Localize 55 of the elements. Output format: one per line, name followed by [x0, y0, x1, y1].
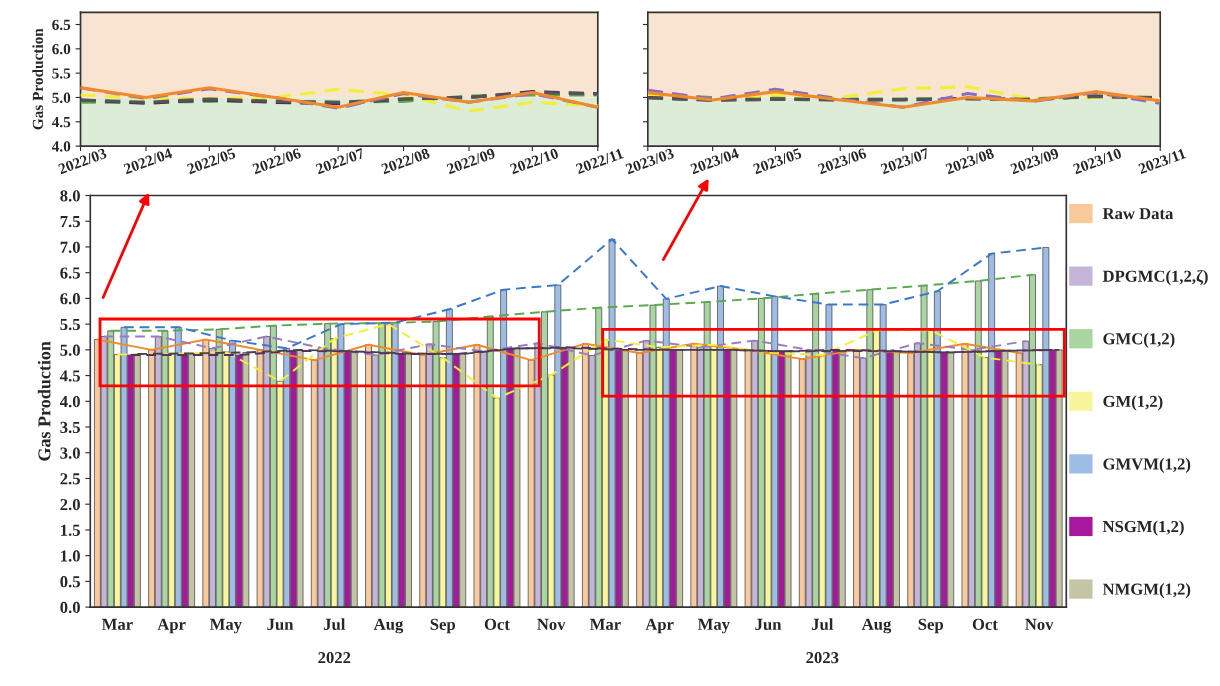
x-tick-label: Jul — [811, 618, 834, 630]
y-tick-label: 4.5 — [51, 117, 71, 128]
y-tick-label: 2.5 — [60, 473, 80, 485]
y-tick-label: 3.5 — [60, 421, 80, 434]
x-tick-label: Sep — [918, 618, 944, 634]
x-tick-label: May — [697, 618, 730, 634]
x-tick-label: 2022/08 — [380, 147, 431, 175]
x-tick-label: May — [209, 618, 242, 634]
y-tick-label: 1.0 — [61, 550, 80, 562]
y-tick-label: 0.0 — [60, 601, 80, 614]
legend-label: DPGMC(1,2,ζ) — [1102, 269, 1208, 286]
y-tick-label: 5.5 — [60, 319, 80, 331]
y-tick-label: 5.0 — [52, 92, 71, 103]
legend-label: Raw Data — [1102, 208, 1174, 220]
y-tick-label: 3.0 — [60, 447, 80, 459]
y-tick-label: 7.5 — [60, 216, 80, 228]
y-axis-title: Gas Production — [37, 341, 51, 461]
x-tick-label: Apr — [645, 618, 674, 634]
text: 2023 — [806, 652, 839, 664]
y-tick-label: 6.5 — [60, 267, 80, 279]
y-tick-label: 6.0 — [52, 43, 71, 55]
y-tick-label: 8.0 — [60, 190, 80, 202]
x-tick-label: Jun — [267, 618, 294, 630]
x-tick-label: Oct — [484, 618, 510, 630]
y-tick-label: 4.5 — [59, 370, 80, 382]
y-tick-label: 6.5 — [52, 19, 71, 31]
x-tick-label: Nov — [537, 618, 566, 630]
text: 2022 — [318, 652, 351, 664]
y-tick-label: 4.0 — [59, 396, 80, 408]
y-axis-title: Gas Production — [32, 28, 44, 130]
y-tick-label: 6.0 — [60, 293, 80, 305]
legend-label: NSGM(1,2) — [1102, 520, 1184, 536]
x-tick-label: Jun — [755, 618, 782, 630]
x-tick-label: Sep — [430, 618, 456, 634]
y-tick-label: 2.0 — [60, 498, 80, 511]
x-tick-label: 2023/11 — [1137, 148, 1187, 175]
legend-label: NMGM(1,2) — [1102, 583, 1191, 599]
y-tick-label: 1.5 — [61, 524, 80, 536]
x-tick-label: Aug — [861, 618, 892, 634]
y-tick-label: 7.0 — [60, 241, 80, 253]
legend-label: GMC(1,2) — [1103, 332, 1175, 348]
x-tick-label: Mar — [101, 618, 133, 630]
y-tick-label: 5.5 — [52, 68, 71, 79]
x-tick-label: 2023/03 — [625, 147, 675, 175]
x-tick-label: Aug — [373, 618, 404, 634]
y-tick-label: 0.5 — [60, 576, 80, 588]
y-tick-label: 5.0 — [60, 344, 80, 356]
legend-label: GM(1,2) — [1103, 395, 1163, 411]
x-tick-label: Oct — [972, 618, 998, 630]
x-tick-label: 2022/11 — [575, 148, 624, 175]
x-tick-label: Jul — [323, 618, 346, 630]
legend-label: GMVM(1,2) — [1103, 457, 1191, 473]
x-tick-label: Nov — [1025, 618, 1054, 630]
x-tick-label: Mar — [589, 618, 621, 630]
x-tick-label: Apr — [157, 618, 186, 634]
